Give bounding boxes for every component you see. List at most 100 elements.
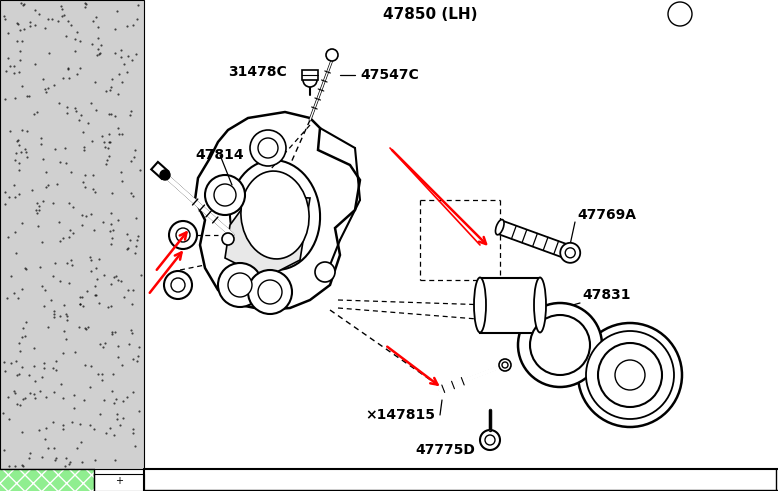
Point <box>38 359 51 367</box>
Point <box>73 300 86 308</box>
Circle shape <box>502 362 508 368</box>
Point <box>127 286 139 294</box>
Point <box>106 190 118 197</box>
Point <box>121 22 133 30</box>
Point <box>49 259 61 267</box>
Point <box>24 22 37 29</box>
Circle shape <box>214 184 236 206</box>
Point <box>33 206 46 214</box>
Point <box>12 20 25 28</box>
Point <box>48 456 61 464</box>
Point <box>54 381 67 388</box>
Point <box>100 430 113 437</box>
Point <box>12 68 25 76</box>
Point <box>36 374 48 382</box>
Point <box>8 289 20 297</box>
Point <box>121 286 134 294</box>
Point <box>11 371 23 379</box>
Point <box>74 300 86 308</box>
Point <box>63 461 75 468</box>
Circle shape <box>164 271 192 299</box>
Point <box>16 285 28 293</box>
Point <box>0 358 11 366</box>
Point <box>73 37 86 45</box>
Point <box>93 410 106 418</box>
Point <box>128 442 141 450</box>
Point <box>9 149 22 157</box>
Bar <box>93 474 144 491</box>
Point <box>53 99 65 107</box>
Point <box>79 361 91 369</box>
Point <box>104 85 117 93</box>
Circle shape <box>250 130 286 166</box>
Circle shape <box>480 430 500 450</box>
Point <box>105 240 117 248</box>
Point <box>121 393 133 401</box>
Point <box>30 209 43 217</box>
Point <box>61 316 73 324</box>
Point <box>108 399 121 407</box>
Point <box>2 193 15 201</box>
Point <box>102 144 114 152</box>
Point <box>9 462 22 469</box>
Point <box>38 436 51 443</box>
Circle shape <box>668 2 692 26</box>
Point <box>85 99 97 107</box>
Point <box>112 70 124 78</box>
Circle shape <box>205 175 245 215</box>
Point <box>111 410 124 418</box>
Point <box>79 0 91 6</box>
Point <box>48 444 61 452</box>
Point <box>30 109 43 116</box>
Point <box>112 124 124 132</box>
Point <box>100 157 113 164</box>
Point <box>132 407 145 415</box>
Point <box>47 388 60 396</box>
Point <box>83 382 96 390</box>
Point <box>96 132 108 140</box>
Point <box>16 219 28 227</box>
Point <box>87 17 100 25</box>
Point <box>24 389 37 397</box>
Point <box>127 388 139 396</box>
Point <box>19 264 31 272</box>
Point <box>115 168 128 176</box>
Point <box>39 85 51 93</box>
Point <box>108 328 121 336</box>
Point <box>117 397 130 405</box>
Point <box>75 211 88 219</box>
Polygon shape <box>151 162 168 179</box>
Point <box>89 282 101 290</box>
Point <box>47 364 59 372</box>
Point <box>75 111 87 119</box>
Point <box>71 444 83 452</box>
Point <box>61 103 73 111</box>
Point <box>23 371 36 379</box>
Point <box>17 1 30 9</box>
Point <box>16 362 28 370</box>
Point <box>86 137 98 145</box>
Point <box>96 376 109 384</box>
Circle shape <box>485 435 495 445</box>
Point <box>26 186 38 194</box>
Point <box>69 104 82 112</box>
Point <box>0 95 12 103</box>
Point <box>105 234 117 242</box>
Point <box>79 183 91 191</box>
Point <box>96 343 109 351</box>
Point <box>79 324 91 332</box>
Point <box>93 50 106 57</box>
Point <box>0 446 10 454</box>
Circle shape <box>171 278 185 292</box>
Point <box>19 318 32 326</box>
Point <box>23 455 36 463</box>
Circle shape <box>222 233 234 245</box>
Point <box>50 366 62 374</box>
Point <box>18 0 30 8</box>
Point <box>11 19 23 27</box>
Point <box>106 329 118 337</box>
Point <box>68 391 80 399</box>
Point <box>115 54 128 61</box>
Ellipse shape <box>241 171 309 259</box>
Point <box>12 370 25 378</box>
